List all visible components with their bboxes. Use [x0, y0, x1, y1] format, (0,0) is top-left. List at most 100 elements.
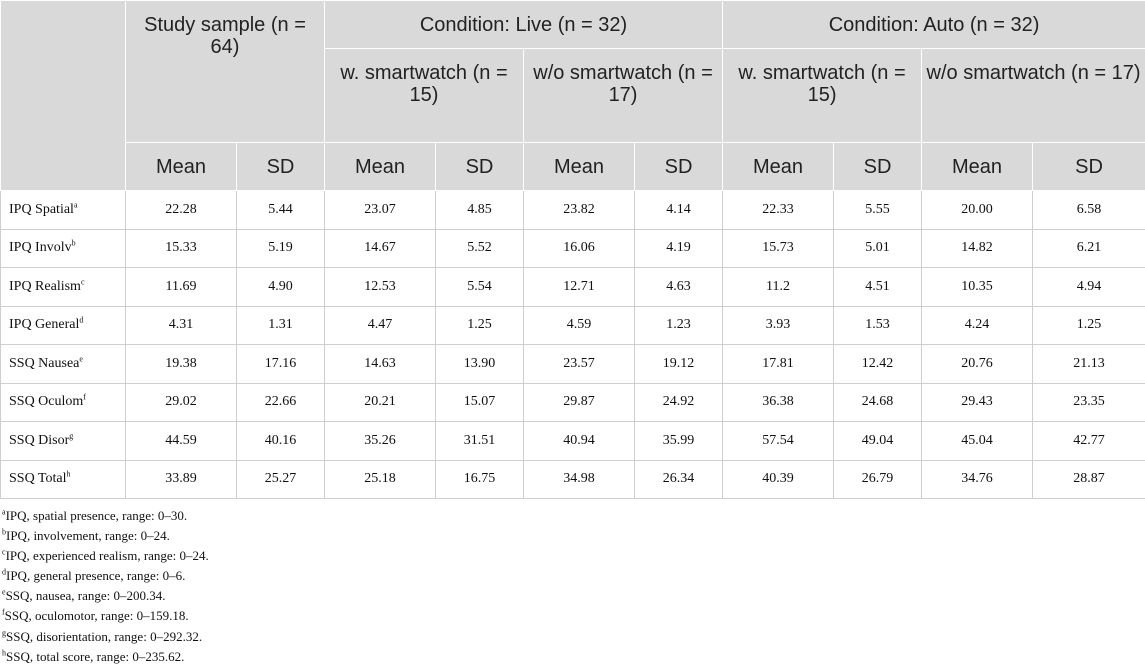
row-label: SSQ Oculomf — [0, 382, 126, 422]
mean-cell: 40.39 — [722, 459, 835, 499]
sd-cell: 13.90 — [435, 344, 524, 384]
mean-cell: 14.82 — [921, 228, 1034, 268]
mean-cell: 20.00 — [921, 190, 1034, 230]
sd-cell: 1.31 — [236, 305, 325, 345]
footnote-marker: h — [2, 648, 6, 658]
table-row: SSQ Oculomf 29.02 22.66 20.21 15.07 29.87 24.9… — [0, 382, 1145, 422]
sd-cell: 24.92 — [633, 382, 724, 422]
mean-cell: 23.82 — [523, 190, 635, 230]
mean-cell: 45.04 — [921, 421, 1034, 461]
sd-cell: 24.68 — [833, 382, 923, 422]
sd-cell: 12.42 — [833, 344, 923, 384]
mean-cell: 35.26 — [324, 421, 436, 461]
footnote: fSSQ, oculomotor, range: 0–159.18. — [0, 606, 1145, 626]
footnote: cIPQ, experienced realism, range: 0–24. — [0, 546, 1145, 566]
mean-cell: 17.81 — [722, 344, 835, 384]
sd-cell: 23.35 — [1032, 382, 1145, 422]
mean-cell: 23.07 — [324, 190, 436, 230]
sd-cell: 5.44 — [236, 190, 325, 230]
sd-cell: 40.16 — [236, 421, 325, 461]
table-row: SSQ Disorg 44.59 40.16 35.26 31.51 40.94 35.99… — [0, 421, 1145, 461]
mean-cell: 34.76 — [921, 459, 1034, 499]
sd-cell: 19.12 — [633, 344, 724, 384]
sd-cell: 22.66 — [236, 382, 325, 422]
sd-cell: 4.19 — [633, 228, 724, 268]
sd-cell: 15.07 — [435, 382, 524, 422]
mean-cell: 22.33 — [722, 190, 835, 230]
row-label: IPQ Involvb — [0, 228, 126, 268]
sd-cell: 31.51 — [435, 421, 524, 461]
row-label-text: SSQ Disor — [9, 432, 70, 448]
footnote-marker: g — [69, 431, 74, 441]
mean-cell: 22.28 — [125, 190, 237, 230]
mean-cell: 33.89 — [125, 459, 237, 499]
table-row: IPQ Generald 4.31 1.31 4.47 1.25 4.59 1.23 3.93… — [0, 305, 1145, 345]
mean-cell: 15.73 — [722, 228, 835, 268]
footnote: dIPQ, general presence, range: 0–6. — [0, 566, 1145, 586]
mean-cell: 40.94 — [523, 421, 635, 461]
row-label-text: IPQ Spatial — [9, 201, 74, 217]
footnote-text: IPQ, general presence, range: 0–6. — [6, 568, 186, 584]
mean-cell: 29.02 — [125, 382, 237, 422]
footnote-text: SSQ, total score, range: 0–235.62. — [6, 648, 185, 664]
sd-cell: 5.19 — [236, 228, 325, 268]
row-label-text: IPQ General — [9, 317, 80, 333]
mean-header: Mean — [722, 142, 835, 191]
mean-cell: 14.67 — [324, 228, 436, 268]
sd-cell: 26.34 — [633, 459, 724, 499]
auto-with-smartwatch-header: w. smartwatch (n = 15) — [722, 48, 923, 143]
sd-cell: 1.23 — [633, 305, 724, 345]
mean-cell: 57.54 — [722, 421, 835, 461]
sd-cell: 25.27 — [236, 459, 325, 499]
sd-cell: 4.94 — [1032, 267, 1145, 307]
condition-auto-header: Condition: Auto (n = 32) — [722, 0, 1145, 49]
footnote-marker: a — [2, 507, 6, 517]
footnote-marker: d — [2, 567, 6, 577]
mean-cell: 3.93 — [722, 305, 835, 345]
row-label-text: IPQ Realism — [9, 278, 81, 294]
sd-header: SD — [833, 142, 923, 191]
mean-cell: 10.35 — [921, 267, 1034, 307]
sd-cell: 35.99 — [633, 421, 724, 461]
sd-cell: 1.53 — [833, 305, 923, 345]
mean-cell: 4.31 — [125, 305, 237, 345]
sd-cell: 5.55 — [833, 190, 923, 230]
sd-cell: 28.87 — [1032, 459, 1145, 499]
footnote-text: IPQ, spatial presence, range: 0–30. — [5, 508, 188, 523]
footnote-marker: c — [2, 547, 6, 557]
mean-header: Mean — [921, 142, 1034, 191]
footnote-marker: e — [79, 354, 83, 364]
mean-cell: 36.38 — [722, 382, 835, 422]
table-row: IPQ Spatiala 22.28 5.44 23.07 4.85 23.82 4.14 2… — [0, 190, 1145, 230]
mean-cell: 15.33 — [125, 228, 237, 268]
sd-cell: 26.79 — [833, 459, 923, 499]
footnote: gSSQ, disorientation, range: 0–292.32. — [0, 627, 1145, 647]
sd-cell: 1.25 — [1032, 305, 1145, 345]
footnote-text: IPQ, experienced realism, range: 0–24. — [5, 548, 209, 564]
sd-cell: 4.14 — [633, 190, 724, 230]
results-table: Study sample (n = 64) Condition: Live (n… — [0, 0, 1145, 499]
sd-header: SD — [1032, 142, 1145, 191]
mean-cell: 23.57 — [523, 344, 635, 384]
mean-cell: 25.18 — [324, 459, 436, 499]
mean-cell: 19.38 — [125, 344, 237, 384]
mean-cell: 14.63 — [324, 344, 436, 384]
sd-cell: 4.51 — [833, 267, 923, 307]
footnote-marker: h — [66, 469, 71, 479]
footnote: eSSQ, nausea, range: 0–200.34. — [0, 586, 1145, 606]
row-label: IPQ Realismc — [0, 267, 126, 307]
sd-header: SD — [435, 142, 524, 191]
row-label-text: SSQ Nausea — [9, 355, 80, 371]
footnote: aIPQ, spatial presence, range: 0–30. — [0, 506, 1145, 526]
sd-header: SD — [633, 142, 724, 191]
mean-cell: 16.06 — [523, 228, 635, 268]
live-without-smartwatch-header: w/o smartwatch (n = 17) — [522, 48, 724, 143]
footnote: hSSQ, total score, range: 0–235.62. — [0, 647, 1145, 667]
footnotes: aIPQ, spatial presence, range: 0–30. bIPQ… — [0, 506, 1145, 667]
mean-header: Mean — [324, 142, 436, 191]
sd-cell: 16.75 — [435, 459, 524, 499]
footnote-marker: a — [73, 200, 78, 210]
row-label: IPQ Spatiala — [0, 190, 126, 230]
footnote-marker: f — [83, 392, 86, 402]
study-sample-header: Study sample (n = 64) — [125, 0, 325, 143]
